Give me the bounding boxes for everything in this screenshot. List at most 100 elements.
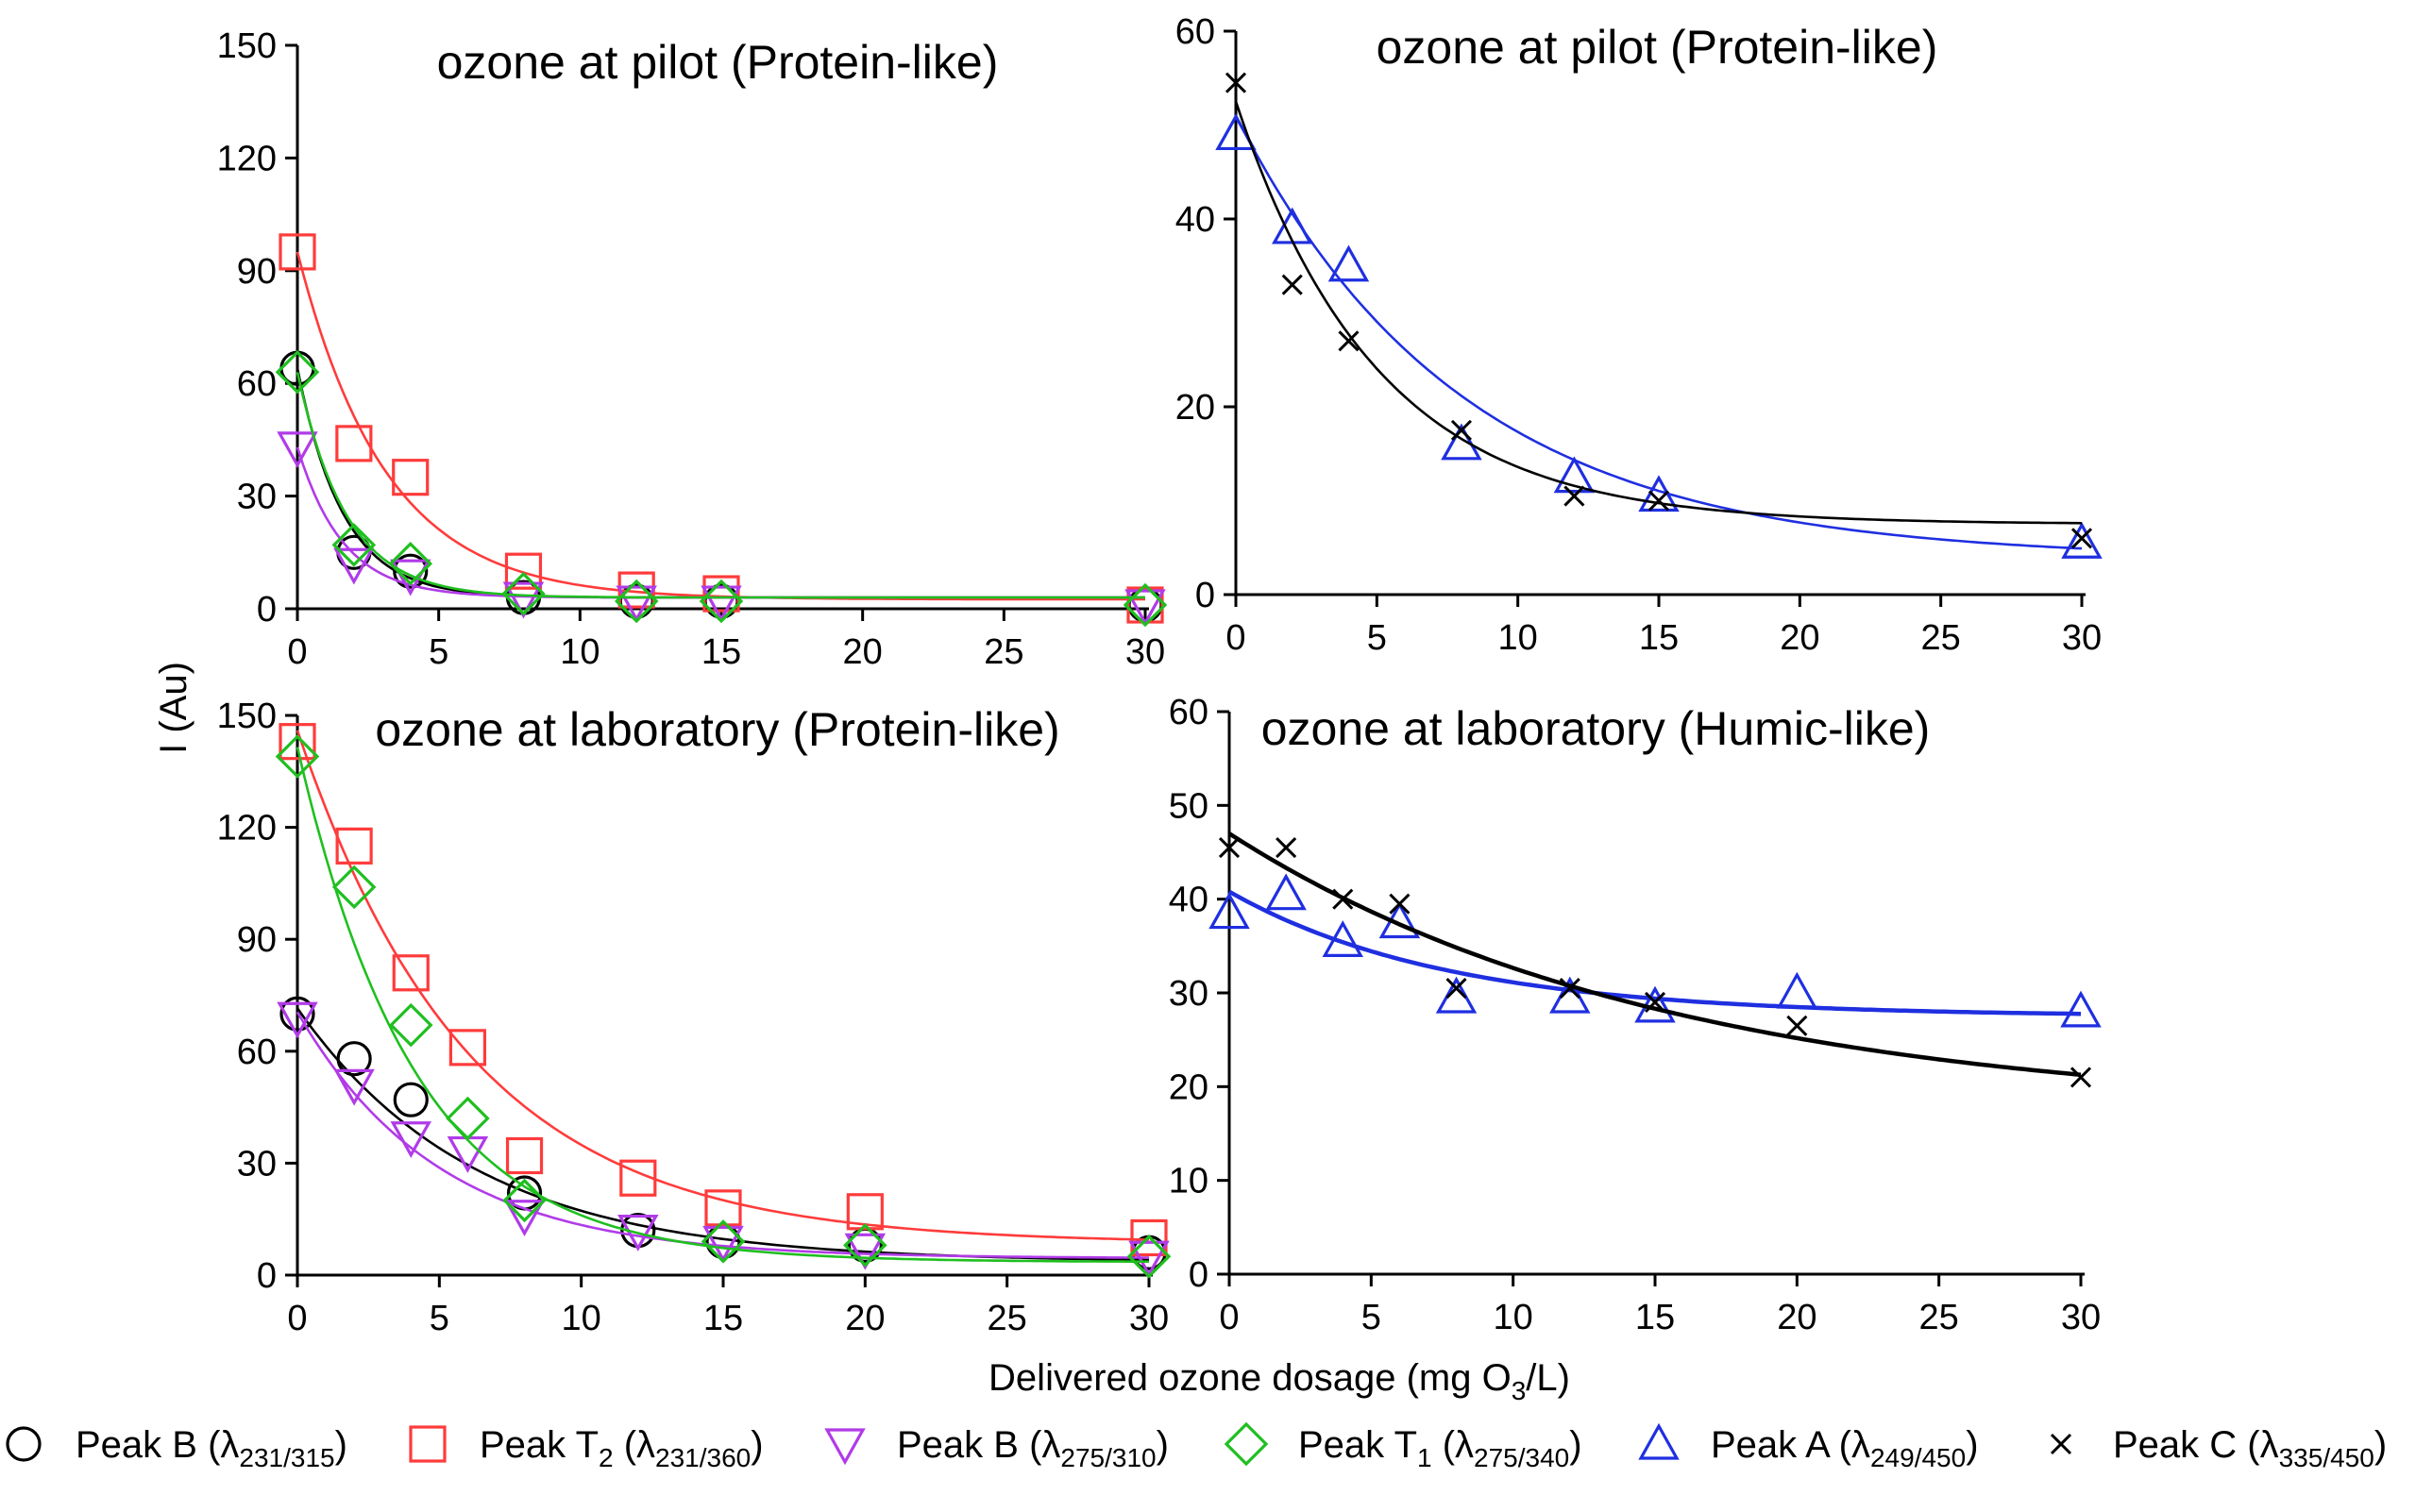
data-point bbox=[1123, 582, 1168, 628]
chart-title: ozone at pilot (Protein-like) bbox=[437, 36, 999, 89]
data-point bbox=[702, 1225, 744, 1263]
data-point bbox=[1644, 991, 1666, 1013]
data-point bbox=[333, 547, 375, 585]
y-tick-label: 120 bbox=[217, 809, 277, 848]
y-tick-label: 0 bbox=[1189, 1255, 1208, 1295]
y-tick-label: 30 bbox=[237, 478, 277, 517]
data-point bbox=[1218, 836, 1241, 859]
legend-item-peak_b_275: Peak B (λ275/310) bbox=[824, 1424, 1169, 1472]
data-point bbox=[1322, 920, 1363, 957]
legend-label: Peak C (λ335/450) bbox=[2113, 1424, 2387, 1472]
data-point bbox=[505, 1136, 544, 1175]
x-tick-label: 5 bbox=[1367, 618, 1387, 658]
data-point bbox=[446, 1096, 490, 1141]
data-point bbox=[333, 1068, 375, 1106]
y-tick-label: 0 bbox=[1195, 576, 1215, 615]
data-point bbox=[331, 865, 377, 910]
data-point bbox=[275, 349, 320, 395]
y-tick-label: 90 bbox=[237, 252, 277, 292]
x-tick-label: 10 bbox=[1498, 618, 1538, 658]
chart-title: ozone at laboratory (Humic-like) bbox=[1261, 702, 1931, 755]
data-point bbox=[1786, 1015, 1808, 1036]
y-tick-label: 40 bbox=[1175, 200, 1215, 240]
chart-panel-1: 0 5 10 15 20 25 30 0 30 60 90 120 150 ozone at pilot … bbox=[217, 26, 1168, 672]
x-tick-label: 15 bbox=[703, 1299, 743, 1338]
x-tick-label: 25 bbox=[984, 632, 1023, 672]
y-tick-label: 150 bbox=[217, 697, 277, 736]
data-point bbox=[2070, 528, 2093, 549]
data-point bbox=[390, 559, 431, 596]
y-tick-label: 20 bbox=[1175, 388, 1215, 428]
x-tick-label: 0 bbox=[1225, 618, 1245, 658]
data-point bbox=[1215, 113, 1257, 151]
data-point bbox=[843, 1223, 887, 1268]
x-axis-label-main: Delivered ozone dosage (mg O bbox=[988, 1357, 1512, 1399]
y-tick-label: 40 bbox=[1169, 881, 1208, 920]
legend-item-peak_b_231: Peak B (λ231/315) bbox=[6, 1424, 347, 1472]
x-tick-label: 20 bbox=[1777, 1298, 1816, 1337]
x-tick-label: 20 bbox=[1780, 618, 1819, 658]
chart-title: ozone at pilot (Protein-like) bbox=[1377, 21, 1938, 74]
x-axis-label-tail: /L) bbox=[1526, 1357, 1570, 1399]
data-point bbox=[1638, 475, 1680, 512]
chart-title: ozone at laboratory (Protein-like) bbox=[375, 703, 1059, 756]
series-peak_c bbox=[1218, 832, 2092, 1088]
x-tick-label: 15 bbox=[1635, 1298, 1675, 1337]
fit-curve bbox=[296, 747, 1150, 1264]
data-point bbox=[277, 431, 318, 469]
data-point bbox=[502, 1178, 547, 1223]
data-point bbox=[1130, 1218, 1168, 1257]
legend-marker bbox=[1224, 1421, 1269, 1467]
legend-label: Peak B (λ275/310) bbox=[897, 1424, 1169, 1472]
data-point bbox=[335, 425, 373, 462]
data-point bbox=[448, 1029, 486, 1067]
fit-curve bbox=[1234, 114, 2083, 550]
x-tick-label: 5 bbox=[430, 1299, 449, 1338]
y-tick-label: 20 bbox=[1169, 1067, 1208, 1107]
x-axis-label: Delivered ozone dosage (mg O3/L) bbox=[988, 1357, 1570, 1405]
data-point bbox=[614, 579, 659, 624]
legend-label: Peak T2 (λ231/360) bbox=[480, 1424, 764, 1472]
legend-item-peak_t2: Peak T2 (λ231/360) bbox=[409, 1424, 764, 1472]
data-point bbox=[503, 1200, 546, 1237]
data-point bbox=[1124, 589, 1166, 627]
x-tick-label: 25 bbox=[988, 1299, 1027, 1338]
x-tick-label: 0 bbox=[287, 632, 307, 672]
legend: Peak B (λ231/315) Peak T2 (λ231/360) Peak … bbox=[6, 1421, 2387, 1472]
legend-marker bbox=[6, 1426, 42, 1462]
legend-marker bbox=[1638, 1422, 1680, 1460]
y-tick-label: 30 bbox=[237, 1144, 277, 1184]
data-point bbox=[389, 1002, 433, 1048]
fit-curve bbox=[296, 372, 1145, 599]
chart-panel-4: 0 5 10 15 20 25 30 0 10 20 30 40 50 60 ozone at labora… bbox=[1169, 693, 2102, 1337]
x-tick-label: 30 bbox=[1125, 632, 1165, 672]
chart-panel-2: 0 5 10 15 20 25 30 0 20 40 60 ozone at pilot (Prote… bbox=[1175, 12, 2103, 658]
series-peak_t1 bbox=[275, 349, 1168, 628]
x-tick-label: 20 bbox=[845, 1299, 885, 1338]
legend-label: Peak A (λ249/450) bbox=[1711, 1424, 1979, 1472]
x-tick-label: 25 bbox=[1921, 618, 1961, 658]
series-peak_b_275 bbox=[277, 1001, 1170, 1278]
y-tick-label: 10 bbox=[1169, 1162, 1208, 1201]
x-tick-label: 10 bbox=[560, 632, 600, 672]
data-point bbox=[1276, 836, 1297, 859]
data-point bbox=[393, 1082, 429, 1117]
data-point bbox=[1265, 873, 1307, 911]
data-point bbox=[1126, 1234, 1172, 1279]
legend-label: Peak T1 (λ275/340) bbox=[1298, 1424, 1582, 1472]
data-point bbox=[279, 996, 315, 1032]
data-point bbox=[501, 571, 546, 616]
fit-curve bbox=[1227, 889, 2082, 1016]
x-tick-label: 20 bbox=[843, 632, 883, 672]
data-point bbox=[336, 1041, 372, 1077]
y-tick-label: 0 bbox=[257, 1256, 277, 1296]
data-point bbox=[699, 579, 744, 624]
data-point bbox=[388, 541, 432, 586]
x-tick-label: 0 bbox=[287, 1299, 307, 1338]
data-point bbox=[1435, 976, 1478, 1014]
x-tick-label: 5 bbox=[1361, 1298, 1381, 1337]
y-tick-label: 50 bbox=[1169, 786, 1208, 826]
fit-curve bbox=[1234, 101, 2083, 525]
